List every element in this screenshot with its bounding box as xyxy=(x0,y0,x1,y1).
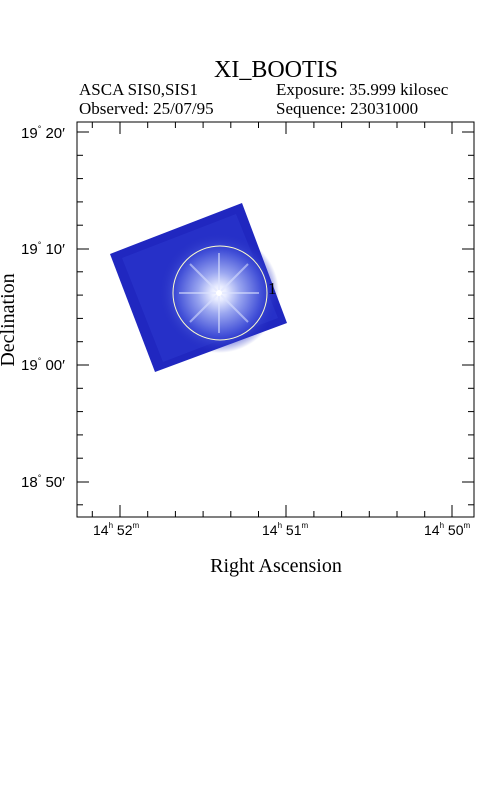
source-number-label: 1 xyxy=(268,279,277,298)
source-center xyxy=(216,290,222,296)
x-tick-label-2: 14h 50m xyxy=(424,521,471,538)
y-axis-label: Declination xyxy=(0,273,19,367)
y-tick-label-1: 19° 10′ xyxy=(21,240,65,258)
psf-spokes xyxy=(179,253,259,333)
sequence-label: Sequence: 23031000 xyxy=(276,99,419,118)
plot-title: XI_BOOTIS xyxy=(214,57,338,83)
y-tick-label-0: 19° 20′ xyxy=(21,124,65,142)
plot-frame xyxy=(76,121,475,518)
source-region-circle xyxy=(172,245,268,341)
x-tick-label-1: 14h 51m xyxy=(262,521,309,538)
instrument-label: ASCA SIS0,SIS1 xyxy=(79,80,199,99)
x-axis-label: Right Ascension xyxy=(210,555,342,577)
x-tick-label-0: 14h 52m xyxy=(93,521,140,538)
observed-label: Observed: 25/07/95 xyxy=(79,99,214,118)
y-tick-label-3: 18° 50′ xyxy=(21,473,65,491)
exposure-label: Exposure: 35.999 kilosec xyxy=(276,80,449,99)
y-tick-label-2: 19° 00′ xyxy=(21,356,65,374)
axis-ticks xyxy=(77,122,474,517)
